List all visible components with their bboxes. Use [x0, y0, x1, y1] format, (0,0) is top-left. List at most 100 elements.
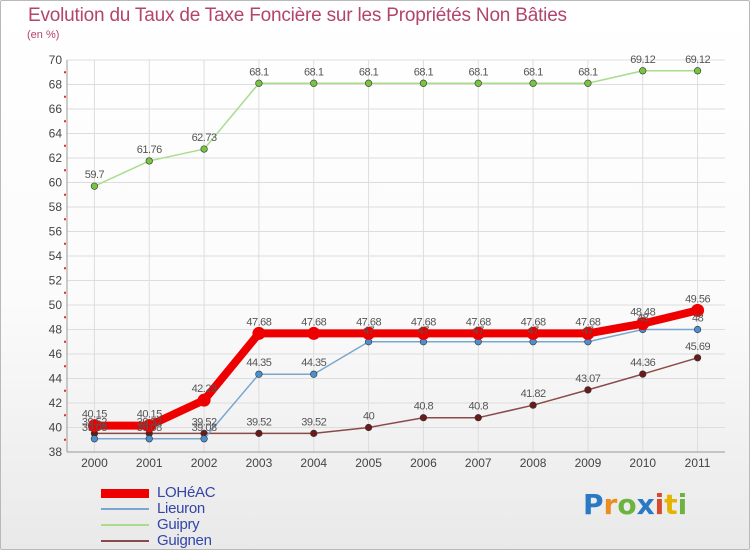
data-label-lieuron: 44.35 — [246, 357, 271, 369]
y-tick-label: 52 — [49, 274, 63, 288]
data-point-loh-ac — [691, 303, 705, 317]
y-minor-tick — [64, 120, 66, 123]
chart-unit-label: (en %) — [27, 29, 60, 41]
x-tick-label: 2009 — [575, 456, 602, 470]
data-point-loh-ac — [307, 326, 321, 340]
data-label-guignen: 39.52 — [246, 416, 271, 428]
proxiti-logo: Proxiti — [583, 488, 687, 521]
x-tick-label: 2001 — [136, 456, 163, 470]
data-point-lieuron — [200, 435, 208, 443]
data-point-loh-ac — [581, 326, 595, 340]
x-tick-label: 2004 — [300, 456, 327, 470]
data-point-guipry — [639, 67, 647, 75]
data-point-guipry — [200, 145, 208, 153]
data-label-guignen: 39.52 — [137, 416, 162, 428]
y-minor-tick — [64, 193, 66, 196]
data-point-loh-ac — [416, 326, 430, 340]
y-tick-label: 44 — [49, 372, 63, 386]
data-label-loh-ac: 49.56 — [685, 293, 710, 305]
logo-letter: x — [636, 488, 655, 521]
data-label-lieuron: 48 — [637, 313, 649, 325]
data-label-guipry: 59.7 — [85, 169, 105, 181]
data-label-loh-ac: 47.68 — [411, 316, 436, 328]
data-label-guipry: 69.12 — [685, 54, 710, 66]
data-label-lieuron: 47 — [527, 325, 539, 337]
data-label-lieuron: 48 — [692, 313, 704, 325]
data-label-guignen: 41.82 — [521, 388, 546, 400]
legend-swatch — [101, 524, 149, 526]
x-tick-label: 2002 — [191, 456, 218, 470]
y-minor-tick — [64, 71, 66, 74]
data-label-loh-ac: 47.68 — [356, 316, 381, 328]
data-label-guignen: 40.8 — [414, 401, 434, 413]
data-label-guipry: 61.76 — [137, 144, 162, 156]
data-label-guignen: 39.52 — [82, 416, 107, 428]
y-tick-label: 64 — [49, 127, 63, 141]
data-point-loh-ac — [87, 419, 101, 433]
data-point-guipry — [474, 79, 482, 87]
legend-label: Guignen — [157, 532, 212, 549]
data-point-guignen — [310, 429, 318, 437]
x-tick-label: 2011 — [685, 456, 711, 470]
data-point-guipry — [419, 79, 428, 87]
y-minor-tick — [64, 389, 66, 392]
y-minor-tick — [64, 365, 66, 368]
data-label-guignen: 44.36 — [630, 357, 655, 369]
series-line-lieuron — [93, 328, 699, 440]
series-line-loh-ac — [90, 306, 702, 430]
data-label-guignen: 39.52 — [301, 416, 326, 428]
data-point-guipry — [584, 79, 592, 87]
y-minor-tick — [64, 340, 66, 343]
data-point-guipry — [310, 79, 318, 87]
data-label-lieuron: 44.35 — [301, 357, 326, 369]
y-tick-label: 66 — [49, 102, 63, 116]
data-point-loh-ac — [252, 326, 266, 340]
legend-label: LOHéAC — [157, 484, 216, 501]
data-point-lieuron — [310, 370, 318, 378]
data-label-guignen: 43.07 — [575, 373, 600, 385]
data-label-guipry: 69.12 — [630, 54, 655, 66]
y-tick-label: 46 — [49, 347, 63, 361]
data-point-guipry — [364, 79, 373, 87]
data-label-guipry: 68.1 — [469, 66, 489, 78]
x-tick-label: 2007 — [465, 456, 492, 470]
y-minor-tick — [64, 95, 66, 98]
data-label-guipry: 68.1 — [304, 66, 324, 78]
x-tick-label: 2006 — [410, 456, 437, 470]
data-point-guignen — [364, 423, 373, 432]
y-tick-label: 60 — [49, 176, 63, 190]
data-point-guipry — [529, 79, 537, 87]
legend-label: Guipry — [157, 516, 200, 533]
legend-swatch — [101, 508, 149, 510]
data-point-loh-ac — [362, 326, 376, 340]
data-label-loh-ac: 47.68 — [246, 316, 271, 328]
series-line-guignen — [93, 357, 699, 435]
data-label-loh-ac: 47.68 — [575, 316, 600, 328]
x-tick-label: 2000 — [81, 456, 108, 470]
data-point-guipry — [693, 67, 702, 75]
data-label-lieuron: 47 — [582, 325, 594, 337]
data-label-lieuron: 39.08 — [192, 422, 217, 434]
data-point-lieuron — [693, 325, 702, 334]
x-tick-label: 2008 — [520, 456, 547, 470]
y-tick-label: 40 — [49, 421, 63, 435]
data-point-loh-ac — [526, 326, 540, 340]
data-label-lieuron: 47 — [473, 325, 485, 337]
y-tick-label: 58 — [49, 200, 63, 214]
data-point-loh-ac — [197, 393, 211, 407]
x-tick-label: 2010 — [629, 456, 656, 470]
data-point-lieuron — [145, 435, 153, 443]
data-label-loh-ac: 47.68 — [301, 316, 326, 328]
y-tick-label: 42 — [49, 396, 63, 410]
data-label-loh-ac: 40.15 — [82, 409, 107, 421]
data-point-lieuron — [90, 435, 99, 443]
data-label-lieuron: 47 — [418, 325, 430, 337]
y-minor-tick — [64, 414, 66, 417]
data-point-lieuron — [255, 370, 263, 378]
data-point-guipry — [90, 182, 99, 190]
chart-title: Evolution du Taux de Taxe Foncière sur l… — [28, 5, 567, 26]
data-label-guipry: 68.1 — [578, 66, 598, 78]
data-point-guignen — [693, 354, 702, 362]
